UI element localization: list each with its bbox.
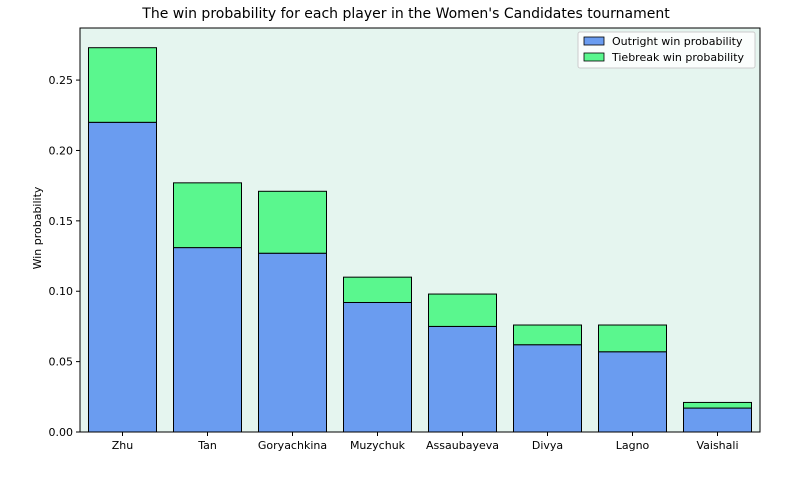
y-tick-label: 0.15 <box>49 215 74 228</box>
bar-outright-muzychuk <box>343 301 412 433</box>
x-tick-label: Assaubayeva <box>426 439 499 452</box>
bar-tiebreak-lagno <box>598 324 667 353</box>
bar-tiebreak-vaishali <box>683 401 752 409</box>
x-axis-ticks: Zhu Tan Goryachkina Muzychuk Assaubayeva Divy… <box>112 432 739 452</box>
x-tick-label: Goryachkina <box>258 439 327 452</box>
bar-outright-goryachkina <box>258 252 327 433</box>
legend: Outright win probability Tiebreak win pr… <box>577 31 756 69</box>
y-tick-label: 0.05 <box>49 356 74 369</box>
legend-swatch-outright <box>583 36 605 46</box>
y-axis-ticks: 0.00 0.05 0.10 0.15 0.20 0.25 <box>49 74 80 439</box>
y-axis-label: Win probability <box>31 186 44 269</box>
x-tick-label: Divya <box>532 439 563 452</box>
bar-tiebreak-goryachkina <box>258 190 327 254</box>
x-tick-label: Muzychuk <box>350 439 406 452</box>
y-tick-label: 0.20 <box>49 144 74 157</box>
bar-tiebreak-muzychuk <box>343 276 412 303</box>
bar-outright-vaishali <box>683 407 752 433</box>
x-tick-label: Vaishali <box>696 439 738 452</box>
legend-box <box>577 31 756 69</box>
bars-group <box>88 47 752 433</box>
bar-outright-divya <box>513 344 582 433</box>
bar-tiebreak-zhu <box>88 47 157 123</box>
x-tick-label: Tan <box>197 439 217 452</box>
bar-tiebreak-assaubayeva <box>428 293 497 327</box>
chart-title: The win probability for each player in t… <box>141 6 670 22</box>
y-tick-label: 0.00 <box>49 426 74 439</box>
bar-outright-assaubayeva <box>428 325 497 433</box>
legend-swatch-tiebreak <box>583 52 605 62</box>
plot-frame <box>79 27 761 433</box>
y-tick-label: 0.10 <box>49 285 74 298</box>
bar-tiebreak-tan <box>173 182 242 249</box>
bar-outright-lagno <box>598 351 667 433</box>
bar-tiebreak-divya <box>513 324 582 346</box>
x-tick-label: Lagno <box>616 439 650 452</box>
legend-label-tiebreak: Tiebreak win probability <box>611 51 745 64</box>
bar-outright-zhu <box>88 121 157 433</box>
bar-outright-tan <box>173 247 242 433</box>
y-tick-label: 0.25 <box>49 74 74 87</box>
x-tick-label: Zhu <box>112 439 133 452</box>
legend-label-outright: Outright win probability <box>612 35 743 48</box>
